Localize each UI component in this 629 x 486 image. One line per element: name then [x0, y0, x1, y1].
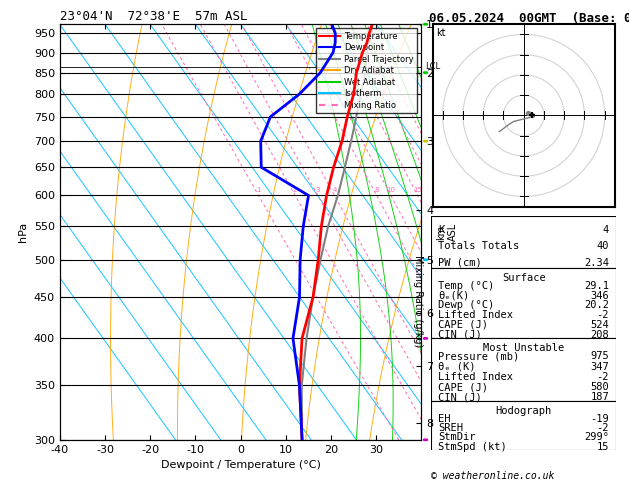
Text: CAPE (J): CAPE (J) [438, 382, 488, 392]
Text: Lifted Index: Lifted Index [438, 310, 513, 320]
Text: 15: 15 [413, 188, 422, 193]
Text: 346: 346 [590, 291, 609, 301]
Text: CIN (J): CIN (J) [438, 393, 482, 402]
Text: 15: 15 [596, 442, 609, 452]
Text: 299°: 299° [584, 433, 609, 442]
Text: -2: -2 [596, 423, 609, 433]
Text: 2: 2 [293, 188, 298, 193]
Text: 23°04'N  72°38'E  57m ASL: 23°04'N 72°38'E 57m ASL [60, 10, 247, 23]
Text: 524: 524 [590, 320, 609, 330]
Text: 347: 347 [590, 362, 609, 372]
FancyBboxPatch shape [431, 268, 616, 338]
Text: Mixing Ratio (g/kg): Mixing Ratio (g/kg) [413, 255, 423, 347]
Text: Lifted Index: Lifted Index [438, 372, 513, 382]
Point [523, 109, 533, 117]
Text: K: K [438, 225, 445, 235]
Text: CIN (J): CIN (J) [438, 330, 482, 340]
Text: -2: -2 [596, 310, 609, 320]
Y-axis label: km
ASL: km ASL [436, 223, 458, 241]
Text: 3: 3 [316, 188, 320, 193]
Text: CAPE (J): CAPE (J) [438, 320, 488, 330]
Point [526, 112, 537, 120]
Text: 29.1: 29.1 [584, 281, 609, 291]
Text: θₑ (K): θₑ (K) [438, 362, 476, 372]
Text: Totals Totals: Totals Totals [438, 242, 520, 251]
Text: -2: -2 [596, 372, 609, 382]
Text: kt: kt [437, 28, 446, 38]
Text: -19: -19 [590, 414, 609, 424]
Text: 580: 580 [590, 382, 609, 392]
Text: PW (cm): PW (cm) [438, 258, 482, 268]
Text: StmSpd (kt): StmSpd (kt) [438, 442, 507, 452]
Text: EH: EH [438, 414, 451, 424]
Text: 4: 4 [332, 188, 337, 193]
Text: Hodograph: Hodograph [496, 406, 552, 417]
Text: Pressure (mb): Pressure (mb) [438, 351, 520, 362]
Text: 975: 975 [590, 351, 609, 362]
Text: θₑ(K): θₑ(K) [438, 291, 469, 301]
Text: 1: 1 [256, 188, 261, 193]
Text: StmDir: StmDir [438, 433, 476, 442]
Text: © weatheronline.co.uk: © weatheronline.co.uk [431, 471, 554, 481]
Text: 8: 8 [374, 188, 379, 193]
Text: 2.34: 2.34 [584, 258, 609, 268]
Text: 4: 4 [603, 225, 609, 235]
Text: 40: 40 [596, 242, 609, 251]
Text: 187: 187 [590, 393, 609, 402]
Text: SREH: SREH [438, 423, 464, 433]
Legend: Temperature, Dewpoint, Parcel Trajectory, Dry Adiabat, Wet Adiabat, Isotherm, Mi: Temperature, Dewpoint, Parcel Trajectory… [316, 29, 417, 113]
Text: LCL: LCL [426, 62, 441, 71]
FancyBboxPatch shape [431, 400, 616, 450]
Text: Temp (°C): Temp (°C) [438, 281, 494, 291]
Text: 208: 208 [590, 330, 609, 340]
Text: 20.2: 20.2 [584, 300, 609, 311]
X-axis label: Dewpoint / Temperature (°C): Dewpoint / Temperature (°C) [160, 460, 321, 470]
FancyBboxPatch shape [431, 338, 616, 400]
Text: Most Unstable: Most Unstable [483, 344, 564, 353]
Text: 10: 10 [386, 188, 396, 193]
Text: Surface: Surface [502, 274, 545, 283]
Text: Dewp (°C): Dewp (°C) [438, 300, 494, 311]
Text: 20: 20 [433, 188, 442, 193]
Text: 06.05.2024  00GMT  (Base: 06): 06.05.2024 00GMT (Base: 06) [429, 12, 629, 25]
Y-axis label: hPa: hPa [18, 222, 28, 242]
Point [526, 112, 537, 120]
FancyBboxPatch shape [431, 216, 616, 268]
